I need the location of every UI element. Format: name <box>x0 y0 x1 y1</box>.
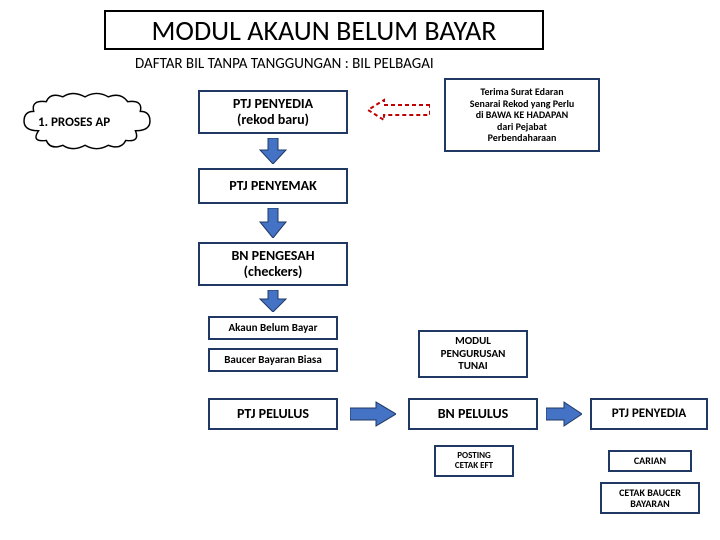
node-ptj-penyedia: PTJ PENYEDIA (rekod baru) <box>198 90 348 134</box>
line: Perbendaharaan <box>488 132 557 144</box>
node-surat-edaran: Terima Surat Edaran Senarai Rekod yang P… <box>444 78 600 152</box>
node-posting: POSTING CETAK EFT <box>434 445 514 477</box>
node-cetak-baucer: CETAK BAUCER BAYARAN <box>600 482 700 514</box>
arrow-dashed-left <box>366 98 430 122</box>
cloud-label: 1. PROSES AP <box>38 115 110 130</box>
subtitle: DAFTAR BIL TANPA TANGGUNGAN : BIL PELBAG… <box>135 55 434 73</box>
arrow-down-2 <box>258 208 288 238</box>
title-box: MODUL AKAUN BELUM BAYAR <box>104 10 544 50</box>
line: MODUL <box>455 335 491 348</box>
node-akaun-belum-bayar: Akaun Belum Bayar <box>208 316 338 340</box>
arrow-down-1 <box>258 138 288 164</box>
line: BAYARAN <box>630 498 669 510</box>
line: BN PENGESAH <box>231 248 314 264</box>
line: PTJ PENYEDIA <box>612 407 687 422</box>
line: (rekod baru) <box>237 112 309 128</box>
line: CETAK EFT <box>455 461 493 471</box>
line: PTJ PENYEDIA <box>233 96 313 112</box>
node-ptj-penyedia-2: PTJ PENYEDIA <box>590 398 708 430</box>
node-carian: CARIAN <box>608 450 692 472</box>
node-bn-pengesah: BN PENGESAH (checkers) <box>198 242 348 286</box>
line: BN PELULUS <box>438 406 509 422</box>
line: PTJ PENYEMAK <box>229 178 317 194</box>
title-text: MODUL AKAUN BELUM BAYAR <box>151 13 496 48</box>
arrow-down-3 <box>258 290 288 312</box>
line: TUNAI <box>458 360 487 373</box>
arrow-right-2 <box>546 400 582 428</box>
arrow-right-1 <box>350 400 396 428</box>
line: (checkers) <box>244 264 303 280</box>
node-ptj-pelulus: PTJ PELULUS <box>208 398 338 430</box>
line: CARIAN <box>634 455 666 467</box>
line: Akaun Belum Bayar <box>228 322 317 335</box>
node-ptj-penyemak: PTJ PENYEMAK <box>198 168 348 204</box>
node-bn-pelulus: BN PELULUS <box>408 398 538 430</box>
node-baucer-bayaran: Baucer Bayaran Biasa <box>208 348 338 372</box>
node-modul-tunai: MODUL PENGURUSAN TUNAI <box>418 330 528 378</box>
line: PTJ PELULUS <box>237 406 309 422</box>
line: Baucer Bayaran Biasa <box>224 354 322 367</box>
